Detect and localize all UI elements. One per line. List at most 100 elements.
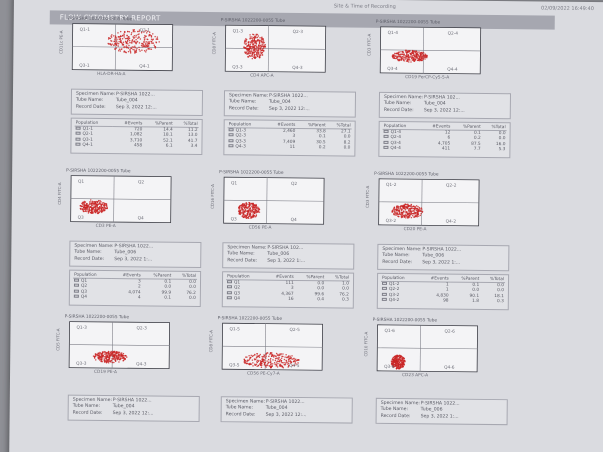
tube-value: Tube_004	[115, 98, 138, 104]
event-dot	[106, 355, 109, 357]
scatter-svg: Q1-3 Q2-3 Q3-3 Q4-3	[68, 321, 170, 370]
event-dot	[122, 360, 124, 362]
plot-x-label: CD23 APC-A	[402, 373, 429, 379]
event-dot	[91, 209, 93, 211]
event-dot	[407, 205, 410, 208]
event-dot	[402, 359, 404, 362]
event-dot	[107, 350, 110, 353]
event-dot	[258, 359, 260, 362]
event-dot	[89, 211, 92, 214]
event-dot	[80, 208, 82, 211]
event-dot	[82, 209, 85, 211]
event-dot	[143, 41, 146, 43]
event-dot	[419, 207, 421, 210]
quadrant-label: Q4-3	[136, 361, 147, 367]
event-dot	[405, 56, 408, 58]
event-dot	[252, 206, 255, 208]
event-dot	[107, 42, 109, 45]
event-dot	[406, 210, 408, 213]
event-dot	[155, 38, 158, 40]
event-dot	[396, 212, 399, 214]
event-dot	[424, 58, 426, 60]
event-dot	[273, 361, 276, 364]
legend-swatch-icon	[383, 135, 389, 139]
quadrant-label: Q4-3	[292, 65, 303, 71]
event-dot	[246, 53, 249, 55]
event-dot	[405, 206, 408, 209]
event-dot	[414, 58, 417, 61]
event-dot	[408, 214, 410, 217]
event-dot	[407, 56, 410, 58]
population-table: Population #Events %Parent %Total Q1-2 1 0.1 0.…	[381, 275, 506, 304]
specimen-info-box: Specimen Name:P-SIRSHA 1022... Tube Name:…	[69, 240, 202, 268]
event-dot	[289, 360, 292, 362]
event-dot	[147, 48, 150, 50]
event-dot	[243, 42, 246, 44]
event-dot	[256, 33, 259, 36]
event-dot	[402, 207, 404, 209]
event-dot	[289, 355, 291, 358]
event-dot	[138, 48, 140, 51]
date-row: Record Date: Sep 3, 2022 1:...	[381, 414, 503, 422]
population-name: Q3-2	[388, 292, 400, 298]
event-dot	[251, 57, 254, 60]
event-dot	[110, 359, 113, 362]
event-dot	[251, 49, 253, 51]
event-dot	[294, 362, 297, 364]
event-dot	[258, 207, 260, 210]
event-dot	[241, 203, 244, 205]
legend-swatch-icon	[75, 126, 81, 130]
population-table: Population #Events %Parent %Total Q1-4 12 0.1 0…	[382, 123, 507, 152]
event-dot	[87, 211, 90, 213]
event-dot	[128, 44, 130, 47]
specimen-info-box: Specimen Name:P-SIRSHA 102... Tube Name: T…	[222, 242, 355, 270]
event-dot	[253, 214, 255, 217]
event-dot	[246, 45, 248, 47]
event-dot	[247, 215, 250, 218]
event-dot	[123, 33, 125, 35]
event-dot	[282, 353, 284, 355]
population-cell: Q4-2	[381, 297, 419, 304]
event-dot	[416, 52, 419, 54]
event-dot	[121, 37, 124, 40]
event-dot	[399, 357, 402, 359]
event-dot	[409, 212, 412, 215]
event-dot	[145, 49, 148, 51]
event-dot	[285, 354, 287, 356]
event-dot	[114, 354, 116, 356]
event-dot	[100, 208, 103, 210]
event-dot	[400, 361, 402, 363]
event-dot	[248, 202, 251, 204]
event-dot	[398, 363, 400, 366]
event-dot	[117, 356, 120, 358]
event-dot	[145, 32, 148, 34]
event-dot	[413, 216, 415, 218]
event-dot	[100, 201, 102, 203]
event-dot	[407, 59, 409, 61]
event-dot	[253, 204, 256, 206]
event-dot	[396, 361, 399, 364]
tube-label: Tube Name:	[74, 250, 102, 256]
event-dot	[394, 208, 396, 211]
event-dot	[399, 358, 401, 360]
event-dot	[291, 355, 293, 357]
event-dot	[105, 204, 108, 206]
event-dot	[417, 59, 419, 61]
event-dot	[270, 363, 273, 365]
event-dot	[121, 352, 123, 354]
event-dot	[243, 361, 246, 364]
event-dot	[246, 360, 248, 363]
event-dot	[279, 365, 282, 367]
plot-x-label: CD56 PE-A	[248, 225, 272, 231]
event-dot	[414, 51, 417, 54]
event-dot	[255, 36, 257, 39]
table-cell: 11	[289, 144, 296, 150]
event-dot	[241, 208, 244, 210]
event-dot	[121, 44, 124, 46]
event-dot	[148, 34, 151, 36]
event-dot	[403, 53, 406, 55]
event-dot	[118, 351, 121, 354]
event-dot	[397, 57, 399, 59]
event-dot	[91, 204, 93, 206]
event-dot	[251, 38, 254, 40]
